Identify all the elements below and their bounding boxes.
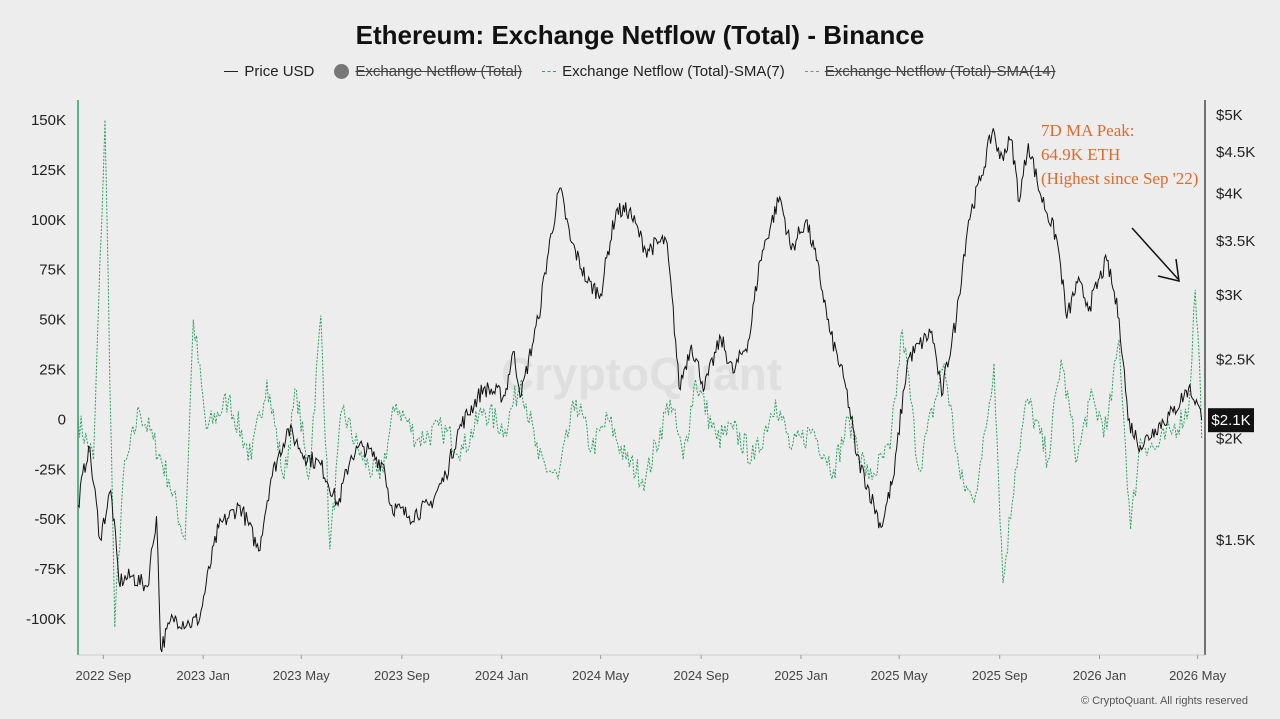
annotation-text-line: (Highest since Sep '22) bbox=[1041, 169, 1198, 188]
series-line-price bbox=[77, 128, 1203, 653]
legend-label: Exchange Netflow (Total)-SMA(7) bbox=[562, 63, 785, 80]
x-tick-label: 2026 May bbox=[1169, 668, 1227, 683]
legend-label: Price USD bbox=[244, 63, 315, 80]
y-left-tick-label: 25K bbox=[39, 362, 66, 379]
y-right-tick-label: $2.5K bbox=[1216, 352, 1255, 369]
y-left-tick-label: 125K bbox=[31, 162, 66, 179]
x-tick-label: 2023 May bbox=[273, 668, 331, 683]
legend-dash-icon bbox=[804, 71, 819, 72]
legend-label: Exchange Netflow (Total)-SMA(14) bbox=[824, 63, 1056, 80]
x-tick-label: 2025 May bbox=[871, 668, 929, 683]
chart-legend: Price USD Exchange Netflow (Total) Excha… bbox=[0, 63, 1280, 80]
y-left-tick-label: 0 bbox=[58, 411, 66, 428]
x-tick-label: 2025 Sep bbox=[972, 668, 1028, 683]
series-line-sma7 bbox=[77, 119, 1203, 628]
y-right-tick-label: $4K bbox=[1216, 186, 1243, 203]
x-tick-label: 2025 Jan bbox=[774, 668, 828, 683]
legend-dot-icon bbox=[334, 64, 350, 79]
legend-dash-icon bbox=[542, 71, 557, 72]
y-left-tick-label: 75K bbox=[39, 262, 66, 279]
x-tick-label: 2026 Jan bbox=[1073, 668, 1127, 683]
y-left-tick-label: 150K bbox=[31, 112, 66, 129]
x-tick-label: 2022 Sep bbox=[76, 668, 132, 683]
legend-item-sma14[interactable]: Exchange Netflow (Total)-SMA(14) bbox=[804, 63, 1056, 80]
y-right-tick-label: $4.5K bbox=[1216, 144, 1255, 161]
legend-label: Exchange Netflow (Total) bbox=[355, 63, 523, 80]
x-tick-label: 2024 Sep bbox=[673, 668, 729, 683]
x-tick-label: 2024 Jan bbox=[475, 668, 529, 683]
x-tick-label: 2023 Jan bbox=[176, 668, 230, 683]
y-right-tick-label: $3.5K bbox=[1216, 233, 1255, 250]
legend-item-price[interactable]: Price USD bbox=[224, 63, 314, 80]
current-price-label: $2.1K bbox=[1211, 412, 1250, 429]
chart-title: Ethereum: Exchange Netflow (Total) - Bin… bbox=[355, 20, 925, 50]
y-left-tick-label: -100K bbox=[26, 611, 66, 628]
y-left-tick-label: -75K bbox=[34, 561, 66, 578]
watermark-text: CryptoQuant bbox=[501, 348, 782, 400]
annotation-text-line: 7D MA Peak: bbox=[1041, 121, 1135, 140]
y-left-tick-label: 100K bbox=[31, 212, 66, 229]
copyright-text: © CryptoQuant. All rights reserved bbox=[1080, 695, 1248, 707]
y-left-tick-label: -50K bbox=[34, 511, 66, 528]
y-right-tick-label: $3K bbox=[1216, 287, 1243, 304]
legend-item-netflow[interactable]: Exchange Netflow (Total) bbox=[334, 63, 522, 80]
y-right-tick-label: $1.5K bbox=[1216, 532, 1255, 549]
annotation-arrow-head bbox=[1157, 258, 1180, 282]
annotation-arrow-shaft bbox=[1131, 227, 1179, 280]
legend-item-sma7[interactable]: Exchange Netflow (Total)-SMA(7) bbox=[542, 63, 785, 80]
annotation-text-line: 64.9K ETH bbox=[1041, 145, 1120, 164]
y-right-tick-label: $5K bbox=[1216, 107, 1243, 124]
y-left-tick-label: 50K bbox=[39, 312, 66, 329]
x-tick-label: 2023 Sep bbox=[374, 668, 430, 683]
y-left-tick-label: -25K bbox=[34, 461, 66, 478]
x-tick-label: 2024 May bbox=[572, 668, 630, 683]
y-right-tick-label: $2K bbox=[1216, 430, 1243, 447]
legend-line-icon bbox=[224, 71, 239, 72]
current-price-tag bbox=[1208, 408, 1254, 433]
